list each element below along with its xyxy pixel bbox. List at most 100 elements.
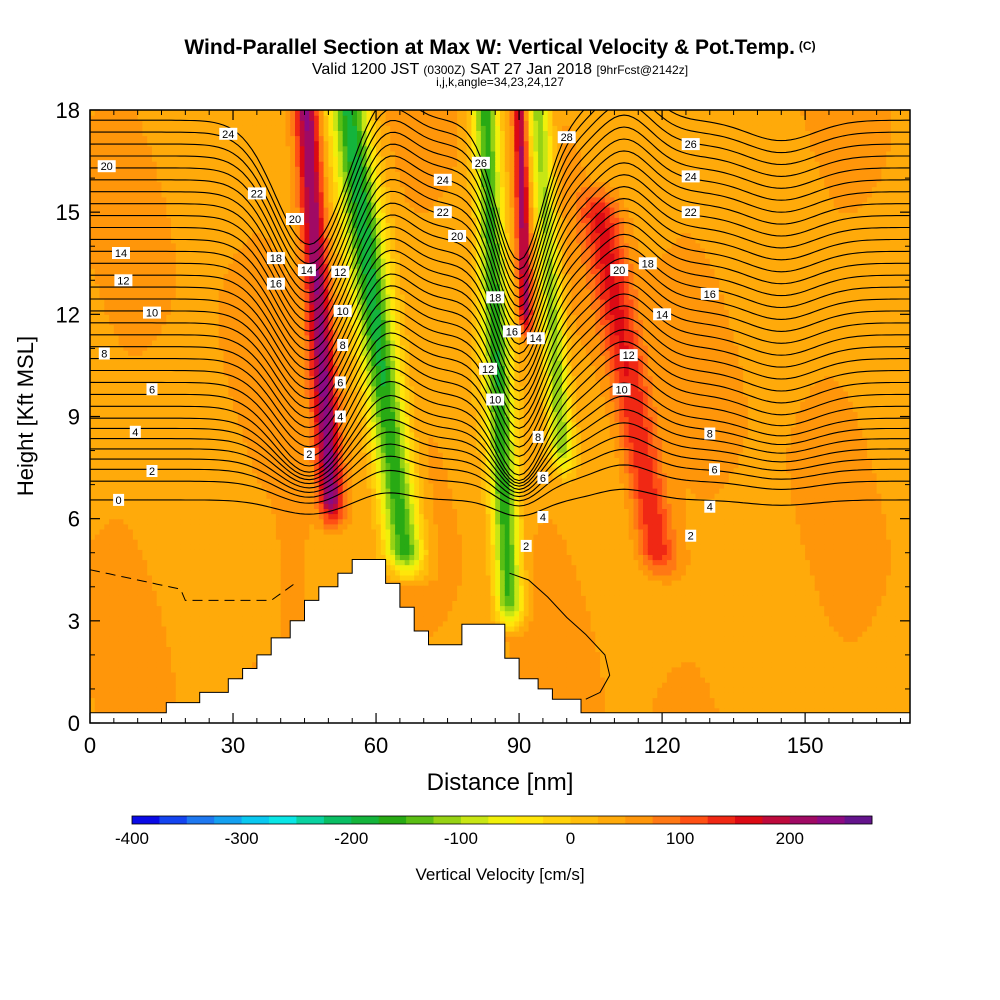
w-cell <box>161 207 167 213</box>
w-cell <box>237 447 244 453</box>
w-cell <box>190 385 196 392</box>
w-cell <box>166 380 172 387</box>
w-cell <box>147 615 153 622</box>
w-cell <box>137 360 144 366</box>
w-cell <box>109 692 115 699</box>
w-cell <box>252 631 258 637</box>
w-cell <box>237 273 244 280</box>
w-cell <box>190 278 196 285</box>
w-cell <box>275 227 282 234</box>
w-cell <box>242 365 248 372</box>
w-cell <box>171 682 177 688</box>
w-cell <box>132 508 139 515</box>
w-cell <box>185 293 191 300</box>
w-cell <box>242 186 248 193</box>
w-cell <box>104 273 110 280</box>
w-cell <box>185 488 191 494</box>
w-cell <box>161 523 167 530</box>
w-cell <box>123 191 129 198</box>
w-cell <box>204 554 210 561</box>
w-cell <box>190 365 196 372</box>
w-cell <box>223 636 229 642</box>
w-cell <box>237 171 244 177</box>
w-cell <box>142 222 148 229</box>
w-cell <box>132 482 139 489</box>
w-cell <box>228 559 234 566</box>
w-cell <box>147 329 153 336</box>
w-cell <box>137 482 144 489</box>
w-cell <box>113 646 120 653</box>
w-cell <box>209 150 215 157</box>
w-cell <box>237 436 244 443</box>
w-cell <box>180 329 186 336</box>
w-cell <box>214 462 220 469</box>
w-cell <box>180 304 186 310</box>
w-cell <box>94 375 101 382</box>
w-cell <box>242 263 248 269</box>
w-cell <box>132 299 139 305</box>
w-cell <box>194 544 201 550</box>
w-cell <box>123 135 129 142</box>
w-cell <box>214 115 220 121</box>
w-cell <box>237 150 244 157</box>
w-cell <box>142 324 148 331</box>
w-cell <box>128 600 134 607</box>
w-cell <box>237 166 244 172</box>
w-cell <box>104 416 110 423</box>
w-cell <box>171 697 177 704</box>
w-cell <box>214 452 220 458</box>
w-cell <box>209 140 215 147</box>
w-cell <box>128 201 134 208</box>
w-cell <box>256 161 263 167</box>
w-cell <box>118 263 124 269</box>
w-cell <box>99 293 105 300</box>
w-cell <box>285 605 291 612</box>
w-cell <box>223 666 229 673</box>
w-cell <box>109 401 115 407</box>
w-cell <box>190 110 196 116</box>
w-cell <box>156 161 163 167</box>
w-cell <box>285 493 291 499</box>
w-cell <box>185 518 191 525</box>
w-cell <box>171 299 177 305</box>
w-cell <box>271 355 277 361</box>
w-cell <box>228 258 234 264</box>
w-cell <box>247 595 253 601</box>
w-cell <box>118 309 124 315</box>
w-cell <box>228 304 234 310</box>
w-cell <box>152 217 158 223</box>
w-cell <box>218 656 225 663</box>
w-cell <box>147 523 153 530</box>
w-cell <box>218 339 225 346</box>
w-cell <box>142 186 148 193</box>
w-cell <box>275 585 282 591</box>
w-cell <box>156 293 163 300</box>
w-cell <box>123 237 129 244</box>
w-cell <box>175 646 182 653</box>
w-cell <box>161 631 167 637</box>
w-cell <box>237 554 244 561</box>
w-cell <box>132 416 139 423</box>
w-cell <box>90 702 96 709</box>
w-cell <box>285 523 291 530</box>
w-cell <box>118 360 124 366</box>
w-cell <box>252 217 258 223</box>
w-cell <box>185 677 191 683</box>
w-cell <box>152 554 158 561</box>
w-cell <box>228 488 234 494</box>
w-cell <box>156 380 163 387</box>
w-cell <box>275 161 282 167</box>
w-cell <box>109 263 115 269</box>
w-cell <box>171 156 177 162</box>
w-cell <box>204 462 210 469</box>
w-cell <box>280 268 287 275</box>
w-cell <box>194 385 201 392</box>
w-cell <box>228 426 234 433</box>
w-cell <box>175 416 182 423</box>
w-cell <box>214 636 220 642</box>
w-cell <box>137 554 144 561</box>
w-cell <box>242 528 248 535</box>
w-cell <box>194 585 201 591</box>
w-cell <box>237 631 244 637</box>
w-cell <box>128 125 134 131</box>
